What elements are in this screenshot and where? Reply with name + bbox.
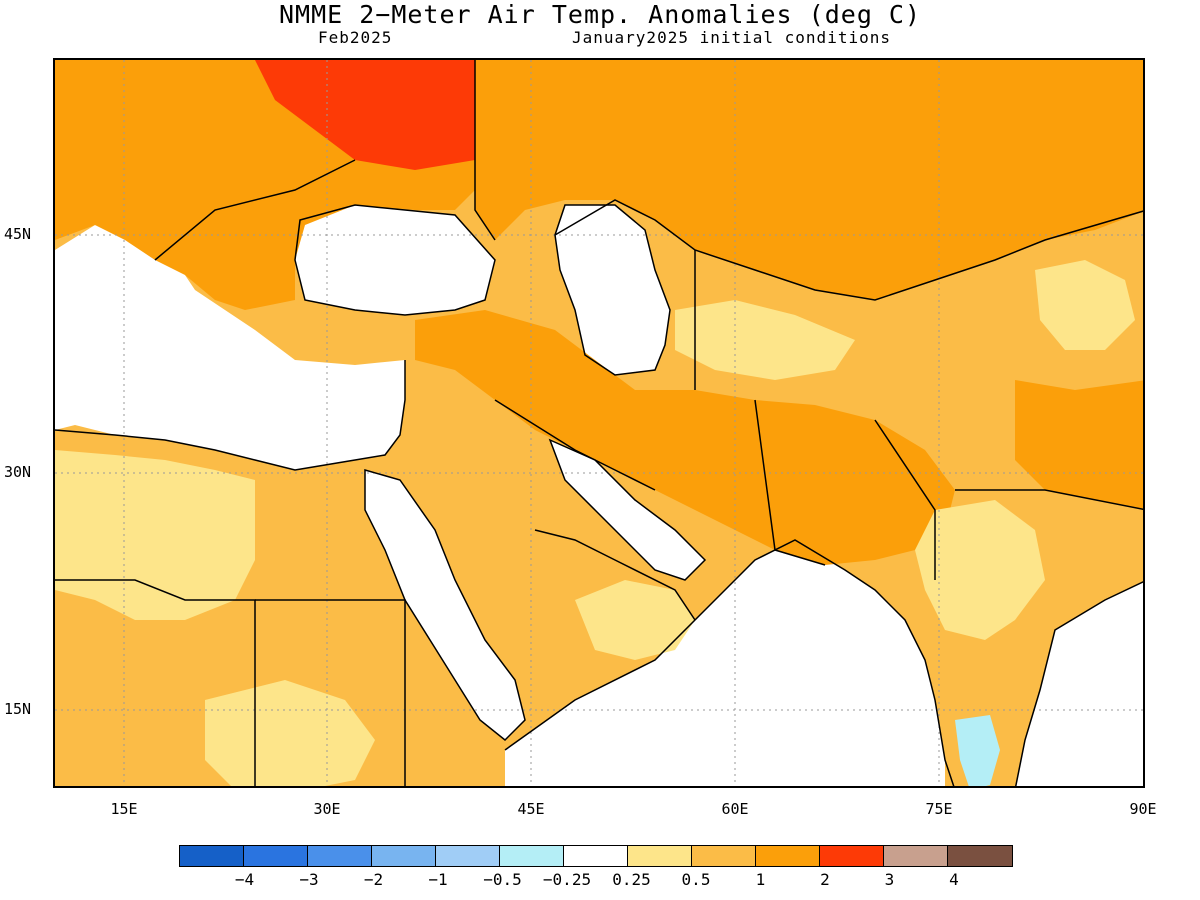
colorbar-swatch (436, 846, 500, 866)
colorbar-label: −0.25 (542, 870, 592, 889)
north-africa-anomaly-0.25to0.5 (55, 450, 255, 620)
turkmenistan-anomaly-0.25to0.5 (675, 300, 855, 380)
colorbar-swatch (628, 846, 692, 866)
central-asia-anomaly-1to2 (475, 60, 1143, 300)
colorbar-label: 0.5 (681, 870, 711, 889)
anomaly-map (53, 58, 1145, 788)
colorbar-label: −0.5 (483, 870, 522, 889)
colorbar-label: 4 (949, 870, 959, 889)
colorbar-swatch (180, 846, 244, 866)
mediterranean-sea (55, 225, 405, 470)
forecast-month: Feb2025 (318, 28, 393, 47)
persian-gulf (550, 440, 705, 580)
arabia-anomaly-0.25to0.5 (575, 580, 695, 660)
colorbar-label: −4 (234, 870, 255, 889)
lat-label-30n: 30N (4, 463, 32, 481)
colorbar-label: 1 (755, 870, 766, 889)
south-india-anomaly-negative (955, 715, 1000, 786)
chart-title: NMME 2−Meter Air Temp. Anomalies (deg C) (278, 0, 922, 29)
himalaya-anomaly-1to2 (1015, 380, 1143, 510)
coastlines-borders (55, 60, 1143, 786)
iran-anomaly-1to2 (415, 310, 955, 565)
colorbar-swatch (692, 846, 756, 866)
colorbar-label: 2 (820, 870, 830, 889)
arabian-coast (504, 539, 955, 786)
lon-label-30e: 30E (313, 800, 341, 818)
india-east-coast (1015, 581, 1143, 786)
arabian-sea (505, 540, 945, 786)
border-6 (874, 419, 936, 580)
red-sea (365, 470, 525, 740)
border-2 (255, 599, 406, 786)
lat-label-15n: 15N (4, 700, 32, 718)
colorbar-label: −3 (299, 870, 319, 889)
colorbar-label: −2 (363, 870, 384, 889)
gulf-coast (548, 438, 707, 581)
colorbar-swatch (820, 846, 884, 866)
lon-label-45e: 45E (517, 800, 545, 818)
tibet-anomaly-0.25to0.5 (1035, 260, 1135, 350)
colorbar-swatch (244, 846, 308, 866)
russia-anomaly-2to3 (255, 60, 505, 170)
black-sea-coast (294, 204, 496, 316)
colorbar-label: 3 (884, 870, 895, 889)
colorbar-swatch (948, 846, 1012, 866)
med-coast (55, 360, 406, 471)
colorbar-swatch (308, 846, 372, 866)
initial-conditions: January2025 initial conditions (572, 28, 891, 47)
caspian-sea (555, 205, 670, 375)
colorbar-swatch (756, 846, 820, 866)
east-africa-anomaly-0.25to0.5 (205, 680, 375, 786)
red-sea-coast (364, 469, 526, 742)
border-9 (154, 159, 356, 261)
colorbar (179, 845, 1013, 867)
colorbar-swatch (884, 846, 948, 866)
caspian-coast (554, 204, 671, 376)
lon-label-60e: 60E (721, 800, 749, 818)
colorbar-swatch (564, 846, 628, 866)
colorbar-label: −1 (428, 870, 448, 889)
border-10 (554, 199, 1143, 301)
border-11 (534, 529, 696, 621)
colorbar-swatch (500, 846, 564, 866)
lon-label-90e: 90E (1129, 800, 1157, 818)
lon-label-75e: 75E (925, 800, 953, 818)
map-canvas (55, 60, 1143, 786)
lat-label-45n: 45N (4, 225, 32, 243)
border-8 (474, 60, 496, 241)
border-5 (754, 399, 826, 566)
border-3 (494, 399, 656, 491)
colorbar-label: 0.25 (612, 870, 651, 889)
black-sea (295, 205, 495, 315)
bay-of-bengal (1015, 581, 1143, 786)
colorbar-swatch (372, 846, 436, 866)
gridlines (55, 60, 1143, 786)
lon-label-15e: 15E (110, 800, 138, 818)
india-anomaly-0.25to0.5 (915, 500, 1045, 640)
border-1 (55, 579, 256, 786)
border-7 (955, 489, 1143, 510)
